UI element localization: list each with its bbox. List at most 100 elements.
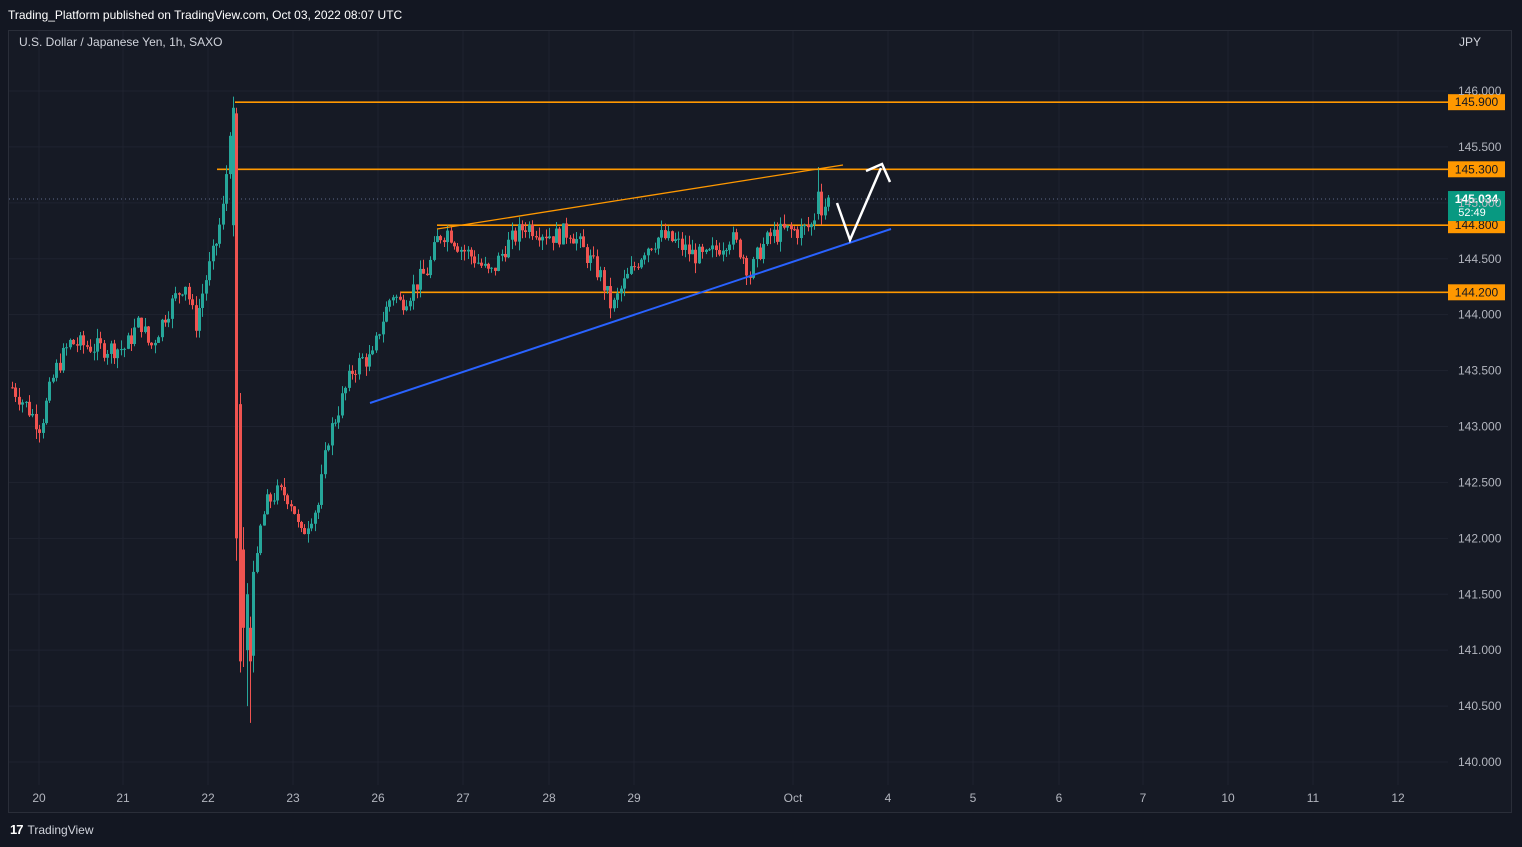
- x-tick-label: 29: [627, 791, 641, 805]
- footer: 17 TradingView: [0, 813, 1522, 847]
- candle-body: [28, 401, 31, 416]
- candle-body: [514, 230, 517, 242]
- x-tick-label: Oct: [784, 791, 803, 805]
- level-tag-text: 144.200: [1455, 285, 1499, 299]
- candle-body: [303, 528, 306, 535]
- x-tick-label: 5: [970, 791, 977, 805]
- candle-body: [208, 261, 211, 281]
- candle-body: [110, 343, 113, 354]
- candle-body: [14, 387, 17, 397]
- brand-name: TradingView: [27, 822, 94, 837]
- candle-body: [817, 191, 820, 215]
- candle-body: [317, 504, 320, 513]
- candle-body: [647, 248, 650, 256]
- candle-body: [59, 362, 62, 371]
- candle-body: [694, 249, 697, 264]
- candle-body: [528, 224, 531, 232]
- x-tick-label: 28: [542, 791, 556, 805]
- level-tag-144.800: [1448, 217, 1505, 234]
- candle-body: [222, 203, 225, 225]
- candle-body: [320, 474, 323, 505]
- candle-body: [82, 335, 85, 346]
- candle-body: [711, 245, 714, 250]
- candle-body: [205, 280, 208, 294]
- candle-body: [575, 239, 578, 244]
- chart-frame[interactable]: [8, 30, 1512, 813]
- publish-info: Trading_Platform published on TradingVie…: [8, 8, 403, 22]
- candle-body: [450, 230, 453, 243]
- projection-arrow: [835, 162, 892, 244]
- candle-body: [742, 257, 745, 259]
- candle-body: [565, 223, 568, 238]
- candle-body: [18, 396, 21, 405]
- candle-body: [351, 370, 354, 374]
- candle-body: [276, 485, 279, 501]
- candle-body: [688, 244, 691, 255]
- candle-body: [463, 249, 466, 252]
- y-tick-label: 143.000: [1458, 420, 1502, 434]
- x-tick-label: 26: [371, 791, 385, 805]
- candle-body: [820, 191, 823, 216]
- candle-body: [633, 266, 636, 268]
- candle-body: [65, 347, 68, 349]
- candle-body: [800, 226, 803, 239]
- candle-body: [586, 247, 589, 263]
- top-bar: Trading_Platform published on TradingVie…: [0, 0, 1522, 30]
- candle-body: [674, 239, 677, 242]
- candle-body: [42, 423, 45, 433]
- candle-body: [762, 244, 765, 260]
- candle-body: [52, 377, 55, 382]
- y-tick-label: 146.000: [1458, 84, 1502, 98]
- candle-body: [521, 224, 524, 231]
- candle-body: [62, 347, 65, 371]
- candle-body: [242, 549, 245, 628]
- candle-body: [477, 262, 480, 264]
- candle-body: [422, 268, 425, 274]
- candle-body: [660, 230, 663, 238]
- candle-body: [538, 237, 541, 241]
- candle-body: [164, 319, 167, 323]
- candle-body: [273, 500, 276, 502]
- x-tick-label: 23: [286, 791, 300, 805]
- candle-body: [25, 401, 28, 403]
- y-tick-label: 141.000: [1458, 643, 1502, 657]
- candle-body: [548, 236, 551, 239]
- candle-body: [558, 228, 561, 245]
- projection-path: [835, 167, 883, 244]
- candle-body: [640, 259, 643, 268]
- candle-body: [807, 224, 810, 228]
- candle-body: [766, 232, 769, 245]
- candle-body: [630, 266, 633, 274]
- candle-body: [127, 335, 130, 349]
- candle-body: [388, 300, 391, 307]
- candle-body: [803, 224, 806, 227]
- candle-body: [225, 174, 228, 204]
- candle-body: [745, 258, 748, 276]
- candle-body: [480, 262, 483, 266]
- candle-body: [184, 286, 187, 295]
- candle-body: [249, 627, 252, 662]
- candle-body: [167, 318, 170, 323]
- time-axis: 20 21 22 23 26 27 28 29 Oct 4 5 6 7 10 11 12: [32, 791, 1405, 805]
- candle-body: [106, 353, 109, 358]
- candle-body: [395, 296, 398, 298]
- x-tick-label: 4: [885, 791, 892, 805]
- candle-body: [402, 299, 405, 311]
- current-price-text: 145.034: [1455, 192, 1499, 206]
- candle-body: [79, 335, 82, 346]
- candle-body: [728, 244, 731, 251]
- candle-body: [562, 223, 565, 245]
- candle-body: [171, 298, 174, 319]
- candle-body: [130, 335, 133, 344]
- tradingview-logo[interactable]: 17 TradingView: [10, 822, 94, 837]
- x-tick-label: 7: [1140, 791, 1147, 805]
- candle-body: [154, 342, 157, 346]
- candle-body: [718, 250, 721, 255]
- candle-body: [490, 267, 493, 269]
- candle-body: [487, 263, 490, 269]
- candle-body: [174, 293, 177, 299]
- candle-body: [790, 225, 793, 230]
- candle-body: [116, 349, 119, 359]
- candle-body: [375, 335, 378, 351]
